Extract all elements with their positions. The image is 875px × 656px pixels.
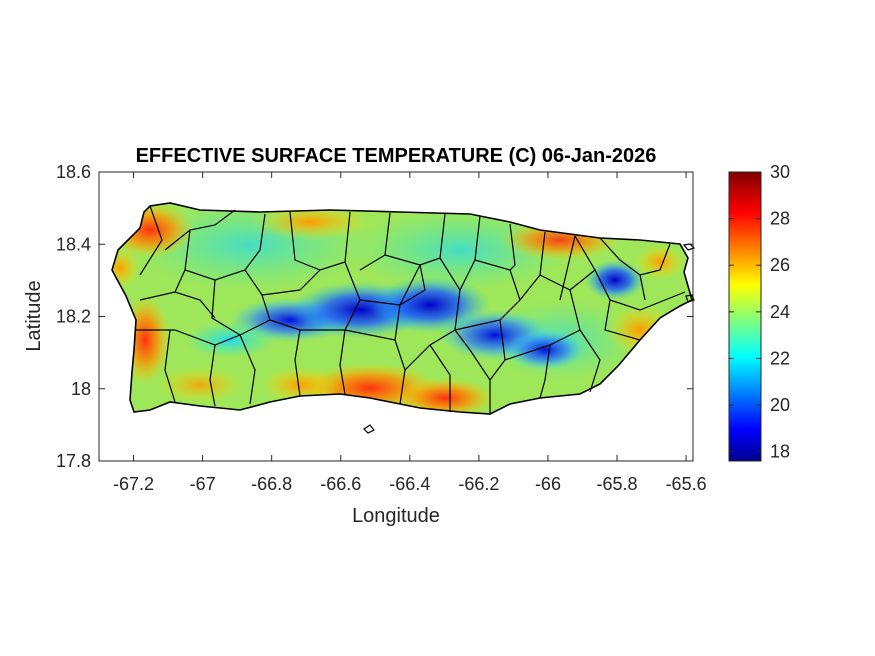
y-tick-label: 18.6 [56, 162, 91, 182]
colorbar-tick-label: 24 [770, 302, 790, 322]
y-tick-label: 17.8 [56, 451, 91, 471]
colorbar-tick-label: 30 [770, 162, 790, 182]
chart-title: EFFECTIVE SURFACE TEMPERATURE (C) 06-Jan… [136, 145, 657, 167]
x-tick-label: -66.2 [458, 474, 499, 494]
x-tick-label: -66.8 [251, 474, 292, 494]
x-tick-label: -66.6 [320, 474, 361, 494]
x-tick-label: -65.8 [597, 474, 638, 494]
colorbar-tick-label: 20 [770, 395, 790, 415]
colorbar-tick-label: 26 [770, 255, 790, 275]
colorbar-tick-label: 18 [770, 442, 790, 462]
colorbar-ticks: 30 28 26 24 22 20 18 [729, 162, 790, 462]
x-tick-label: -67.2 [113, 474, 154, 494]
y-axis-label: Latitude [23, 280, 45, 351]
colorbar [728, 171, 762, 462]
x-tick-labels: -67.2 -67 -66.8 -66.6 -66.4 -66.2 -66 -65.8 -65.… [113, 474, 707, 494]
x-tick-label: -66.4 [389, 474, 430, 494]
y-tick-labels: 18.6 18.4 18.2 18 17.8 [56, 162, 91, 471]
y-tick-label: 18 [71, 379, 91, 399]
y-tick-label: 18.2 [56, 307, 91, 327]
x-axis-label: Longitude [352, 505, 440, 527]
tick-marks [99, 171, 693, 462]
x-tick-label: -66 [535, 474, 561, 494]
colorbar-tick-label: 28 [770, 209, 790, 229]
colorbar-tick-label: 22 [770, 348, 790, 368]
y-tick-label: 18.4 [56, 234, 91, 254]
municipal-boundaries [111, 202, 693, 415]
x-tick-label: -67 [190, 474, 216, 494]
x-tick-label: -65.6 [666, 474, 707, 494]
